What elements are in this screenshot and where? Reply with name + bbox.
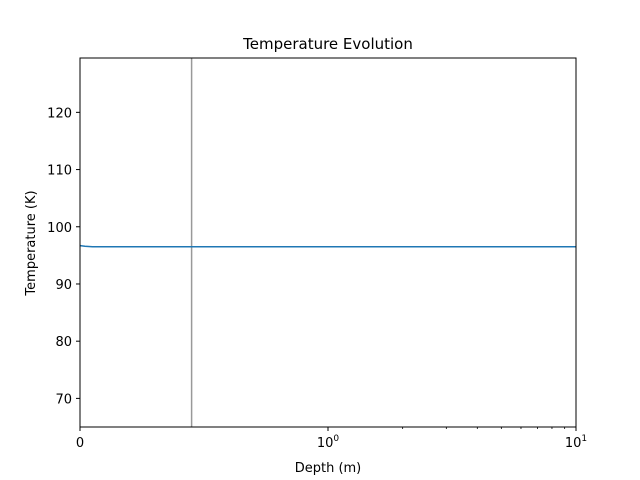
y-tick-label: 80 — [55, 335, 72, 350]
y-tick-label: 70 — [55, 392, 72, 407]
x-tick-label: 0 — [76, 436, 84, 451]
x-tick-exponent: 0 — [333, 434, 339, 444]
y-tick-label: 100 — [47, 221, 72, 236]
y-axis-ticks: 70 80 90 100 110 120 — [47, 106, 80, 407]
x-axis-label: Depth (m) — [295, 461, 362, 476]
y-tick-label: 110 — [47, 164, 72, 179]
y-tick-label: 90 — [55, 278, 72, 293]
chart-title: Temperature Evolution — [242, 35, 413, 53]
y-tick-label: 120 — [47, 106, 72, 121]
y-axis-label: Temperature (K) — [24, 190, 39, 296]
x-tick-exponent: 1 — [581, 434, 587, 444]
series-line-0 — [79, 244, 576, 248]
